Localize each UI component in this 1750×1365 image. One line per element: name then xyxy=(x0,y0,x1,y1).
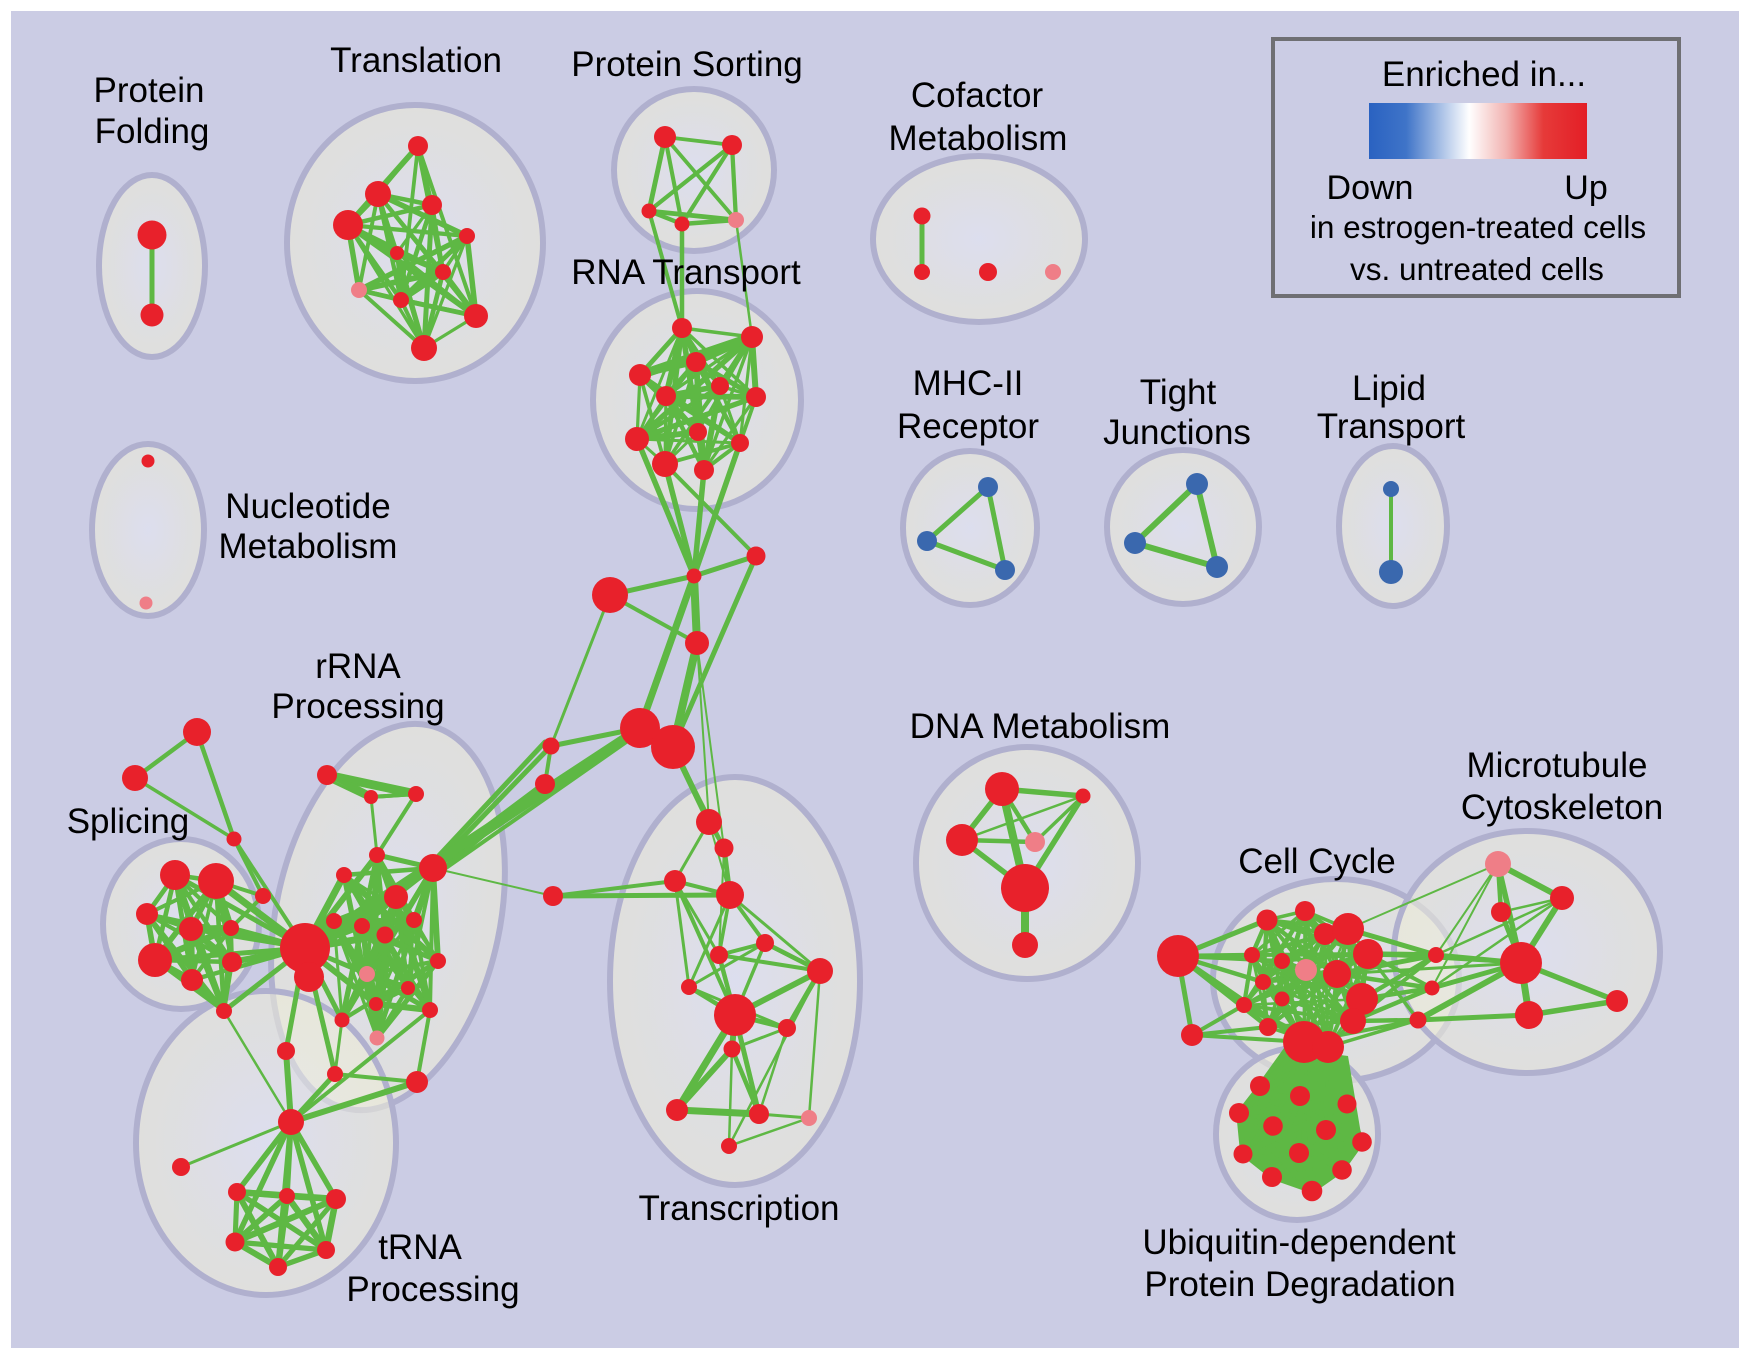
svg-text:Processing: Processing xyxy=(271,687,444,726)
svg-text:rRNA: rRNA xyxy=(315,647,401,686)
svg-text:MHC-II: MHC-II xyxy=(913,364,1024,403)
svg-text:Cofactor: Cofactor xyxy=(911,76,1044,115)
svg-text:Splicing: Splicing xyxy=(67,802,190,841)
svg-text:Protein: Protein xyxy=(94,71,205,110)
svg-text:Transcription: Transcription xyxy=(639,1189,840,1228)
svg-text:Lipid: Lipid xyxy=(1352,369,1426,408)
svg-text:Metabolism: Metabolism xyxy=(889,119,1068,158)
svg-text:Metabolism: Metabolism xyxy=(219,527,398,566)
svg-text:Enriched in...: Enriched in... xyxy=(1382,55,1586,94)
svg-text:tRNA: tRNA xyxy=(378,1228,462,1267)
svg-text:vs. untreated cells: vs. untreated cells xyxy=(1350,251,1604,287)
svg-text:Cell Cycle: Cell Cycle xyxy=(1238,842,1396,881)
svg-text:RNA Transport: RNA Transport xyxy=(571,253,801,292)
svg-text:Processing: Processing xyxy=(346,1270,519,1309)
svg-text:Folding: Folding xyxy=(95,112,210,151)
svg-text:Protein Degradation: Protein Degradation xyxy=(1144,1265,1455,1304)
svg-text:Up: Up xyxy=(1564,169,1607,207)
svg-text:Receptor: Receptor xyxy=(897,407,1039,446)
svg-text:Ubiquitin-dependent: Ubiquitin-dependent xyxy=(1142,1223,1456,1262)
svg-text:in estrogen-treated cells: in estrogen-treated cells xyxy=(1310,209,1646,245)
svg-text:Nucleotide: Nucleotide xyxy=(225,487,390,526)
svg-text:Microtubule: Microtubule xyxy=(1467,746,1648,785)
svg-text:Translation: Translation xyxy=(330,41,502,80)
svg-text:Transport: Transport xyxy=(1317,407,1466,446)
svg-text:Tight: Tight xyxy=(1140,373,1217,412)
svg-text:Junctions: Junctions xyxy=(1103,413,1251,452)
svg-text:Down: Down xyxy=(1327,169,1414,207)
svg-text:DNA Metabolism: DNA Metabolism xyxy=(910,707,1171,746)
svg-text:Protein Sorting: Protein Sorting xyxy=(571,45,803,84)
svg-text:Cytoskeleton: Cytoskeleton xyxy=(1461,788,1663,827)
